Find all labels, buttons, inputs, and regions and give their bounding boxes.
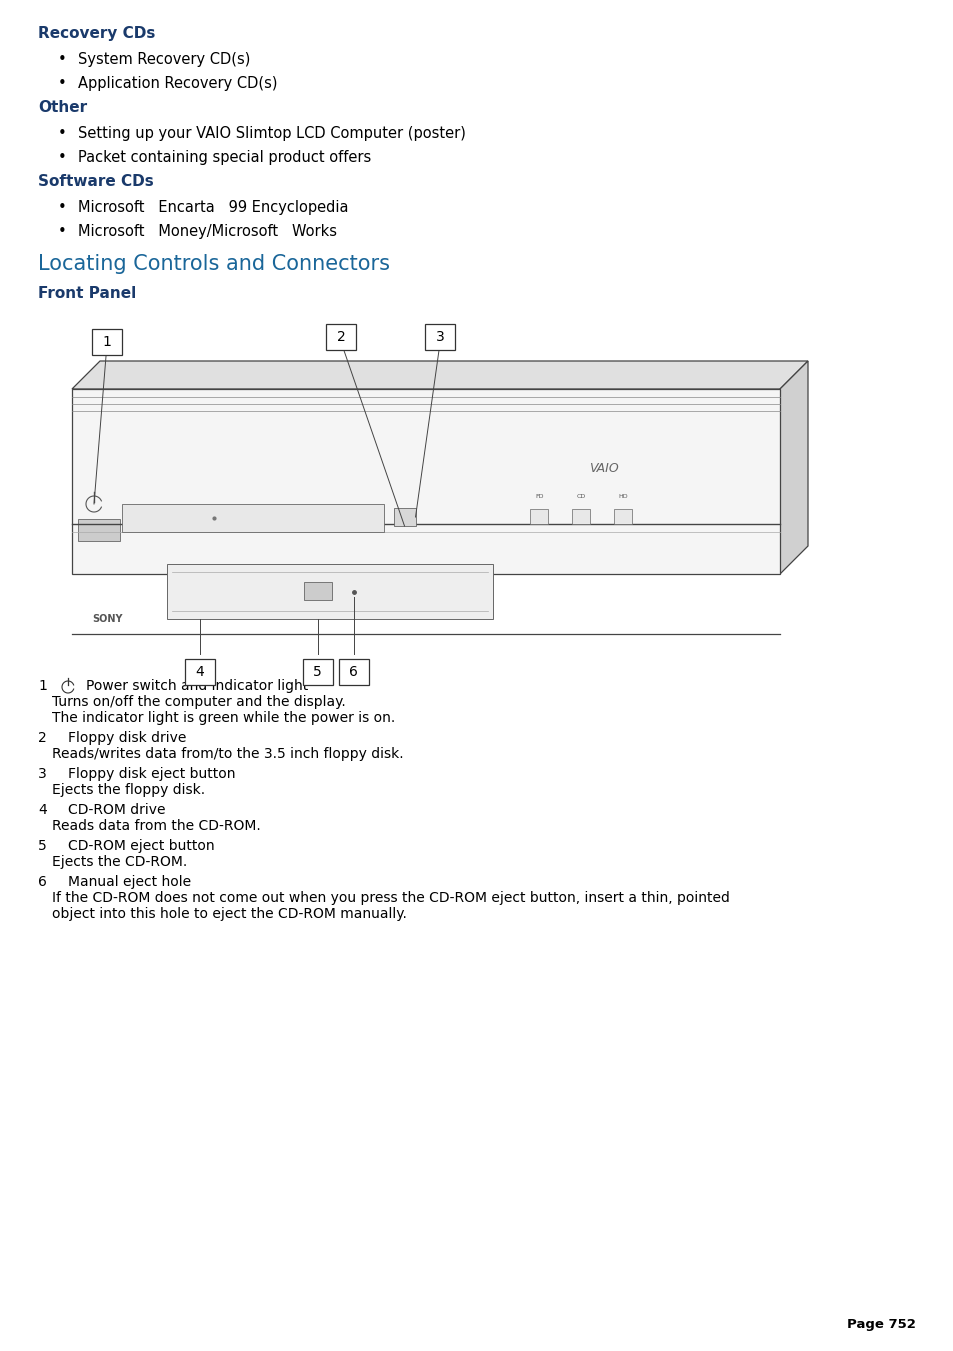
Text: 2: 2	[38, 731, 47, 744]
Text: 6: 6	[38, 875, 47, 889]
Text: •: •	[58, 76, 67, 91]
Text: 4: 4	[38, 802, 47, 817]
Bar	[425, 324, 455, 350]
Text: CD: CD	[576, 494, 585, 499]
Polygon shape	[71, 361, 807, 389]
Text: Locating Controls and Connectors: Locating Controls and Connectors	[38, 254, 390, 274]
Text: Power switch and indicator light: Power switch and indicator light	[86, 680, 308, 693]
Text: •: •	[58, 224, 67, 239]
Text: Recovery CDs: Recovery CDs	[38, 26, 155, 41]
Text: Microsoft   Money/Microsoft   Works: Microsoft Money/Microsoft Works	[78, 224, 336, 239]
Text: 4: 4	[195, 665, 204, 680]
Text: If the CD-ROM does not come out when you press the CD-ROM eject button, insert a: If the CD-ROM does not come out when you…	[52, 892, 729, 905]
Text: Turns on/off the computer and the display.: Turns on/off the computer and the displa…	[52, 694, 345, 709]
Text: •: •	[58, 51, 67, 68]
Bar	[530, 509, 548, 524]
Text: 1: 1	[38, 680, 47, 693]
Bar	[184, 659, 214, 685]
Bar	[71, 389, 780, 574]
Text: Floppy disk drive: Floppy disk drive	[68, 731, 186, 744]
Text: SONY: SONY	[91, 613, 122, 624]
Text: System Recovery CD(s): System Recovery CD(s)	[78, 51, 250, 68]
Text: 5: 5	[314, 665, 322, 680]
Bar	[78, 519, 120, 540]
Text: Manual eject hole: Manual eject hole	[68, 875, 191, 889]
Bar	[167, 563, 492, 619]
Bar	[393, 508, 416, 526]
Text: object into this hole to eject the CD-ROM manually.: object into this hole to eject the CD-RO…	[52, 907, 406, 921]
Text: The indicator light is green while the power is on.: The indicator light is green while the p…	[52, 711, 395, 725]
Text: 6: 6	[349, 665, 357, 680]
Text: Application Recovery CD(s): Application Recovery CD(s)	[78, 76, 277, 91]
Text: Floppy disk eject button: Floppy disk eject button	[68, 767, 235, 781]
Text: 2: 2	[336, 330, 345, 345]
Text: 1: 1	[103, 335, 112, 349]
Text: HD: HD	[618, 494, 627, 499]
Text: 3: 3	[38, 767, 47, 781]
Text: Microsoft   Encarta   99 Encyclopedia: Microsoft Encarta 99 Encyclopedia	[78, 200, 348, 215]
Polygon shape	[780, 361, 807, 574]
Text: •: •	[58, 200, 67, 215]
Text: Ejects the floppy disk.: Ejects the floppy disk.	[52, 784, 205, 797]
Bar	[326, 324, 355, 350]
Text: Setting up your VAIO Slimtop LCD Computer (poster): Setting up your VAIO Slimtop LCD Compute…	[78, 126, 465, 141]
Text: CD-ROM eject button: CD-ROM eject button	[68, 839, 214, 852]
Text: Page 752: Page 752	[846, 1319, 915, 1331]
Text: Ejects the CD-ROM.: Ejects the CD-ROM.	[52, 855, 187, 869]
Text: •: •	[58, 126, 67, 141]
Text: •: •	[58, 150, 67, 165]
Bar	[122, 504, 383, 532]
Bar	[338, 659, 369, 685]
Text: 3: 3	[436, 330, 444, 345]
Text: Front Panel: Front Panel	[38, 286, 136, 301]
Text: VAIO: VAIO	[588, 462, 618, 476]
Text: Software CDs: Software CDs	[38, 174, 153, 189]
Text: Other: Other	[38, 100, 87, 115]
Bar	[302, 659, 333, 685]
Text: CD-ROM drive: CD-ROM drive	[68, 802, 165, 817]
Text: Packet containing special product offers: Packet containing special product offers	[78, 150, 371, 165]
Text: FD: FD	[535, 494, 543, 499]
Text: Reads data from the CD-ROM.: Reads data from the CD-ROM.	[52, 819, 260, 834]
Text: 5: 5	[38, 839, 47, 852]
Bar	[303, 582, 332, 600]
Bar	[572, 509, 590, 524]
Bar	[614, 509, 632, 524]
Text: Reads/writes data from/to the 3.5 inch floppy disk.: Reads/writes data from/to the 3.5 inch f…	[52, 747, 403, 761]
Bar	[91, 330, 122, 355]
